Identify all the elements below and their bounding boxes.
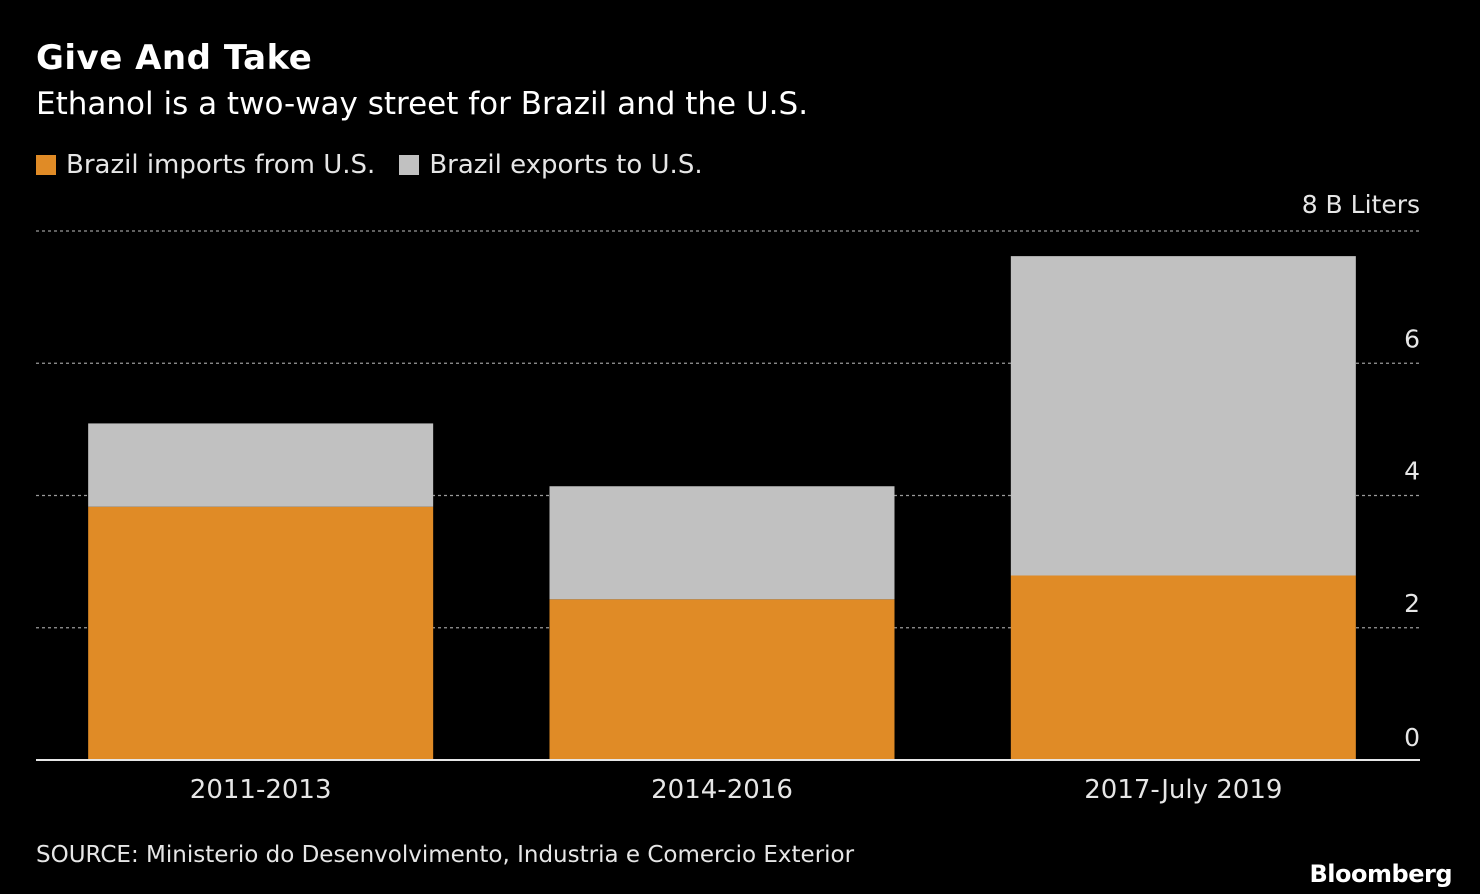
y-tick-label-6: 6 xyxy=(1404,324,1420,353)
bar-exports-3 xyxy=(1010,256,1356,576)
y-tick-label-2: 2 xyxy=(1404,589,1420,618)
x-tick-label-3: 2017-July 2019 xyxy=(1084,775,1282,805)
bars xyxy=(88,256,1356,760)
y-tick-label-4: 4 xyxy=(1404,457,1420,486)
chart-subtitle: Ethanol is a two-way street for Brazil a… xyxy=(36,86,809,122)
brand-logo: Bloomberg xyxy=(1309,860,1453,888)
legend-item-exports: Brazil exports to U.S. xyxy=(399,150,703,180)
x-tick-label-2: 2014-2016 xyxy=(651,775,793,805)
axes: 0 2 4 6 8 B Liters 2011-2013 2014-2016 2017-Jul… xyxy=(36,190,1420,805)
legend-swatch-imports xyxy=(36,155,56,175)
bar-exports-2 xyxy=(549,486,895,600)
y-tick-label-0: 0 xyxy=(1404,723,1420,752)
legend: Brazil imports from U.S. Brazil exports … xyxy=(36,150,727,180)
bar-imports-2 xyxy=(549,599,895,760)
source-note: SOURCE: Ministerio do Desenvolvimento, I… xyxy=(36,842,855,868)
bar-imports-1 xyxy=(88,506,434,760)
x-tick-label-1: 2011-2013 xyxy=(190,775,332,805)
chart-title: Give And Take xyxy=(36,38,313,78)
bar-imports-3 xyxy=(1010,575,1356,760)
legend-item-imports: Brazil imports from U.S. xyxy=(36,150,375,180)
bar-exports-1 xyxy=(88,423,434,507)
y-tick-label-8: 8 B Liters xyxy=(1302,190,1420,219)
legend-label-exports: Brazil exports to U.S. xyxy=(429,150,703,180)
legend-swatch-exports xyxy=(399,155,420,175)
legend-label-imports: Brazil imports from U.S. xyxy=(66,150,376,180)
